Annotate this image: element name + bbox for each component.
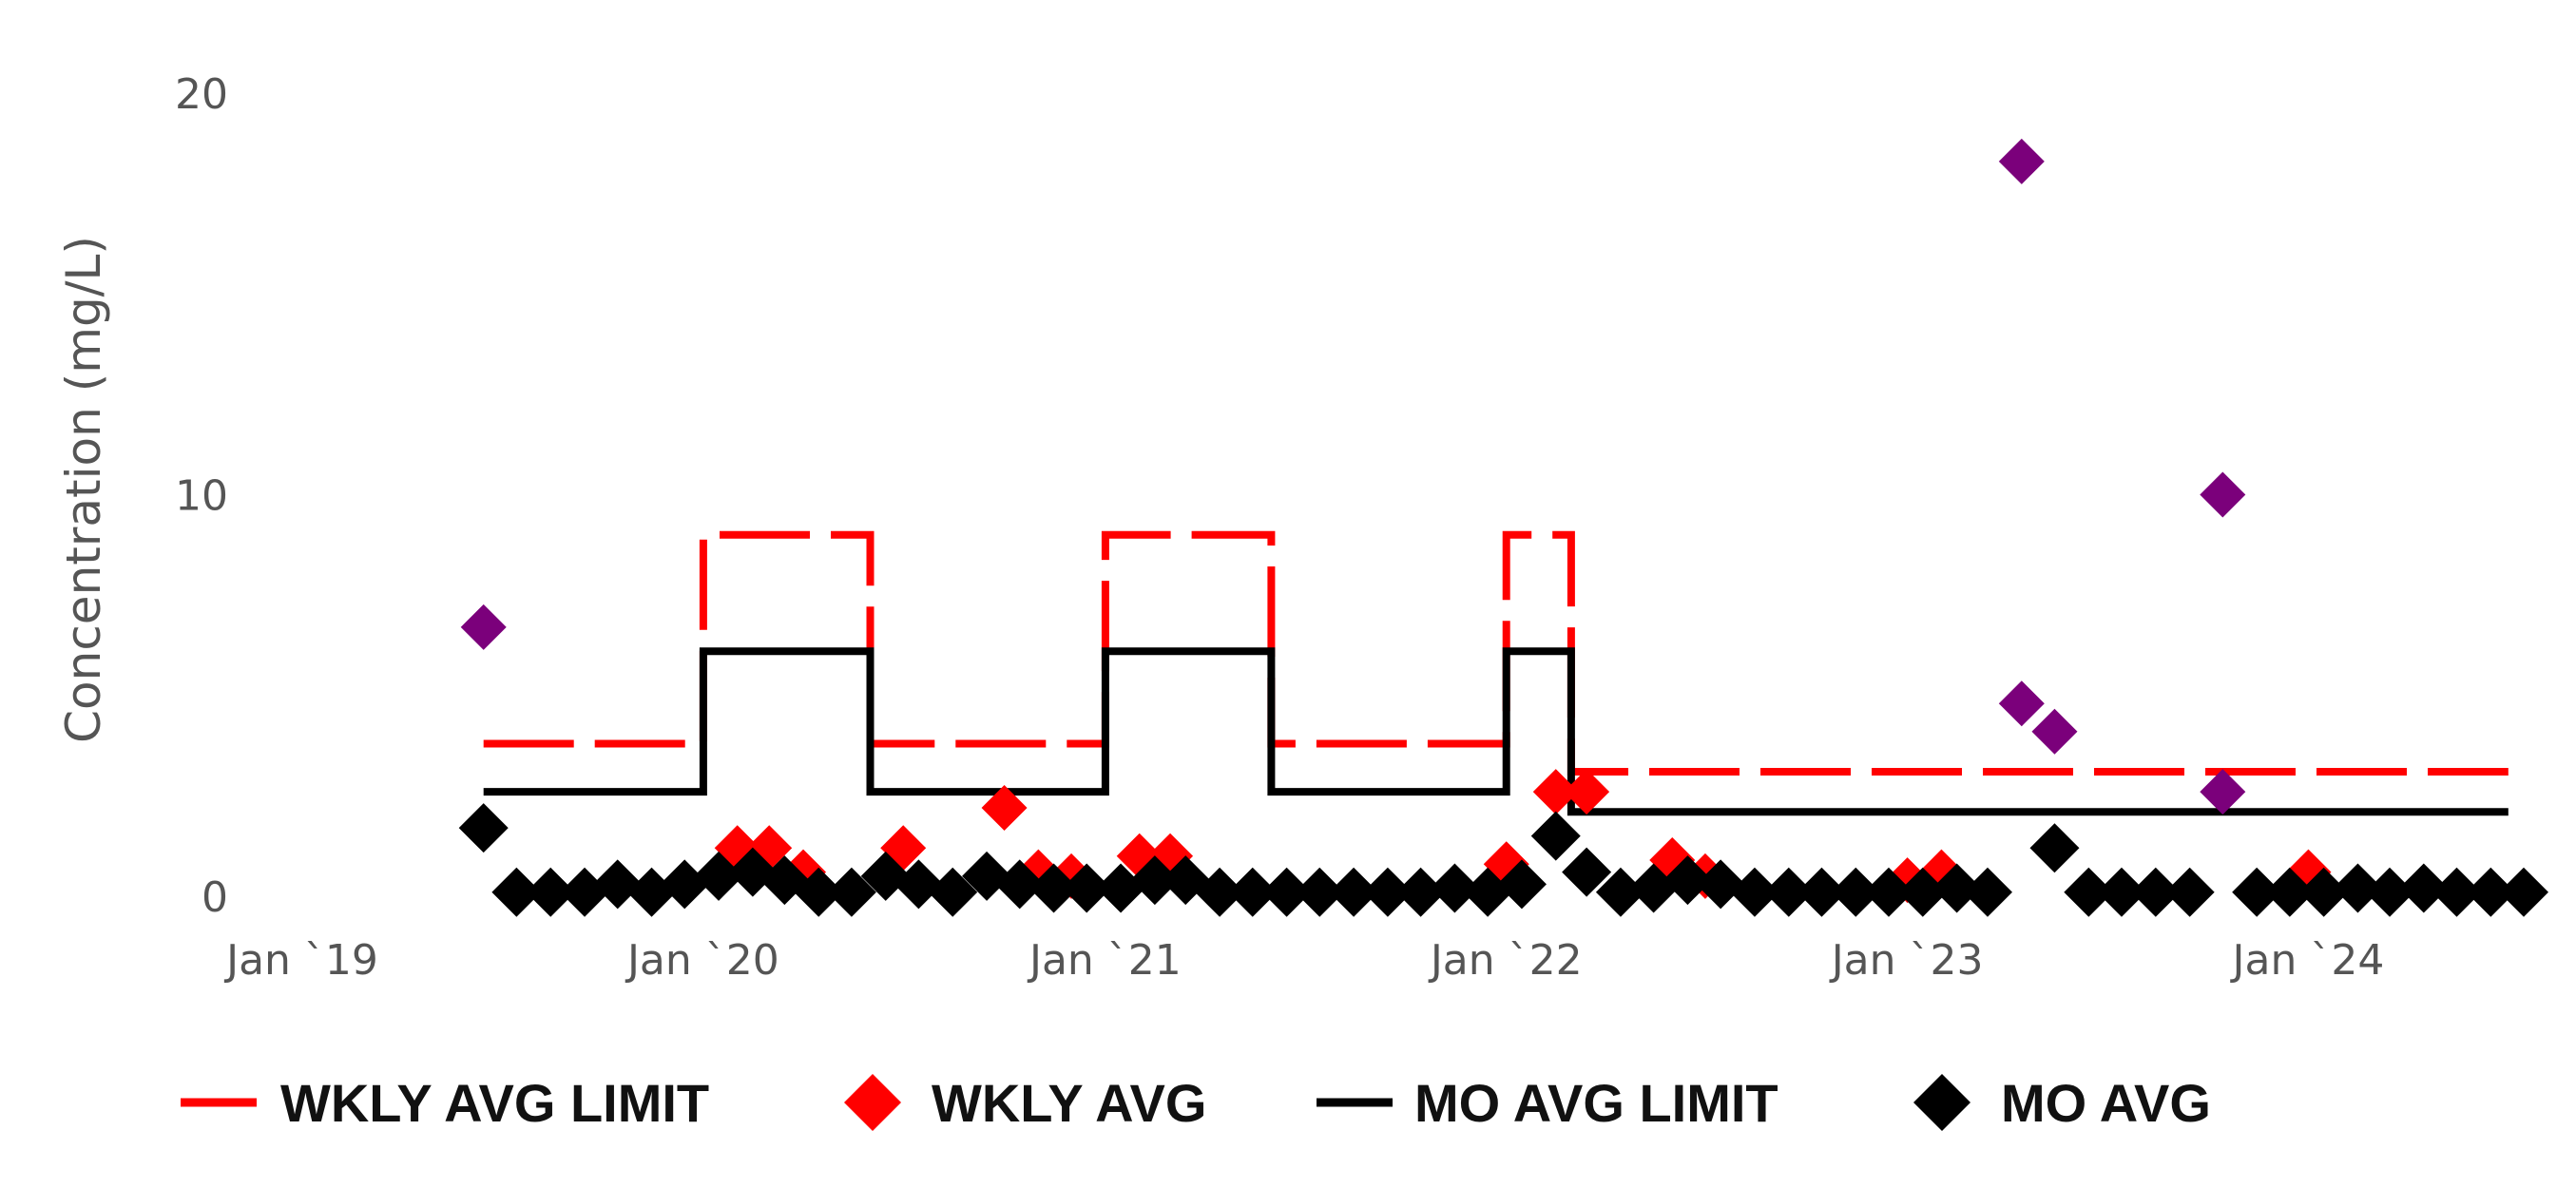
mo-avg-point (2264, 867, 2315, 917)
mo-avg-point (1663, 855, 1713, 906)
mo-avg-point (1496, 859, 1547, 910)
mo-avg-point (1195, 867, 1245, 917)
x-tick-label: Jan `23 (1829, 936, 1984, 985)
mo-avg-point (826, 867, 876, 917)
mo-avg-point (2432, 867, 2482, 917)
mo-avg-point (2398, 863, 2449, 913)
mo-avg-point (2064, 867, 2114, 917)
mo-avg-point (694, 851, 744, 901)
mo-avg-point (2298, 867, 2349, 917)
y-axis-label-group: Concentration (mg/L) (56, 236, 111, 743)
y-tick-label: 0 (202, 873, 228, 922)
wkly-avg-point (981, 785, 1028, 832)
mo-avg-point (2029, 823, 2080, 873)
mo-avg-point (1696, 859, 1746, 910)
mo-avg-point (1261, 867, 1312, 917)
exceedance-point (2200, 769, 2246, 815)
x-tick-label: Jan `22 (1428, 936, 1583, 985)
mo-avg-point (1062, 863, 1112, 913)
y-tick-labels: 0 10 20 (175, 70, 228, 922)
mo-avg-point (1729, 867, 1779, 917)
mo-avg-point (1763, 867, 1814, 917)
legend-diamond-mo-avg (1913, 1074, 1970, 1131)
legend-label-mo-avg-limit: MO AVG LIMIT (1414, 1073, 1778, 1133)
mo-avg-point (894, 859, 944, 910)
x-tick-labels: Jan `19 Jan `20 Jan `21 Jan `22 Jan `23 Jan `… (223, 936, 2384, 985)
mo-avg-point (1897, 867, 1948, 917)
mo-avg-point (2232, 867, 2282, 917)
mo-avg-point (1129, 855, 1180, 906)
mo-avg-point (1595, 867, 1645, 917)
mo-avg-point (626, 867, 677, 917)
mo-avg-point (1295, 867, 1345, 917)
data-markers (458, 138, 2548, 917)
legend-diamond-wkly-avg (844, 1074, 901, 1131)
mo-avg-point (1831, 867, 1881, 917)
mo-avg-point (1227, 867, 1278, 917)
mo-avg-point (2364, 867, 2414, 917)
mo-avg-point (1863, 867, 1913, 917)
mo-avg-point (1530, 811, 1581, 861)
wkly-avg-point (1532, 769, 1579, 815)
mo-avg-point (928, 867, 978, 917)
legend-label-wkly-avg-limit: WKLY AVG LIMIT (280, 1073, 709, 1133)
mo-avg-point (1430, 863, 1480, 913)
x-tick-label: Jan `21 (1027, 936, 1182, 985)
y-axis-label: Concentration (mg/L) (56, 236, 111, 743)
mo-avg-point (994, 859, 1045, 910)
mo-avg-point (660, 859, 710, 910)
mo-avg-point (458, 803, 509, 853)
mo-avg-point (1628, 863, 1679, 913)
y-tick-label: 10 (175, 472, 228, 521)
mo-avg-point (1028, 863, 1079, 913)
mo-avg-point (1096, 863, 1146, 913)
mo-avg-point (1562, 847, 1612, 897)
mo-avg-point (962, 851, 1012, 901)
exceedance-point (1998, 680, 2045, 727)
mo-avg-point (560, 867, 610, 917)
y-tick-label: 20 (175, 70, 228, 119)
legend-label-wkly-avg: WKLY AVG (932, 1073, 1206, 1133)
wkly-avg-point (1564, 769, 1610, 815)
mo-avg-point (1962, 867, 2012, 917)
mo-avg-point (2466, 867, 2516, 917)
x-tick-label: Jan `19 (223, 936, 378, 985)
mo-avg-point (1329, 867, 1379, 917)
mo-avg-limit-line (483, 647, 2509, 816)
mo-avg-point (526, 867, 576, 917)
mo-avg-point (1932, 863, 1982, 913)
mo-avg-point (592, 859, 643, 910)
mo-avg-point (2333, 863, 2383, 913)
x-tick-label: Jan `20 (625, 936, 779, 985)
mo-avg-point (794, 867, 844, 917)
limit-lines (483, 530, 2509, 816)
exceedance-point (2200, 471, 2246, 518)
mo-avg-point (1362, 867, 1413, 917)
mo-avg-point (2164, 867, 2215, 917)
mo-avg-point (1395, 867, 1446, 917)
mo-avg-point (860, 851, 911, 901)
legend: WKLY AVG LIMIT WKLY AVG MO AVG LIMIT MO AVG (181, 1073, 2211, 1133)
x-tick-label: Jan `24 (2230, 936, 2385, 985)
mo-avg-point (2130, 867, 2181, 917)
mo-avg-point (1797, 867, 1847, 917)
exceedance-point (460, 604, 507, 650)
mo-avg-point (2096, 867, 2146, 917)
mo-avg-point (2499, 867, 2548, 917)
exceedance-point (1998, 138, 2045, 184)
mo-avg-point (1463, 867, 1513, 917)
legend-label-mo-avg: MO AVG (2001, 1073, 2211, 1133)
mo-avg-point (491, 867, 542, 917)
wkly-avg-limit-line (483, 530, 2509, 776)
exceedance-point (2031, 708, 2078, 755)
